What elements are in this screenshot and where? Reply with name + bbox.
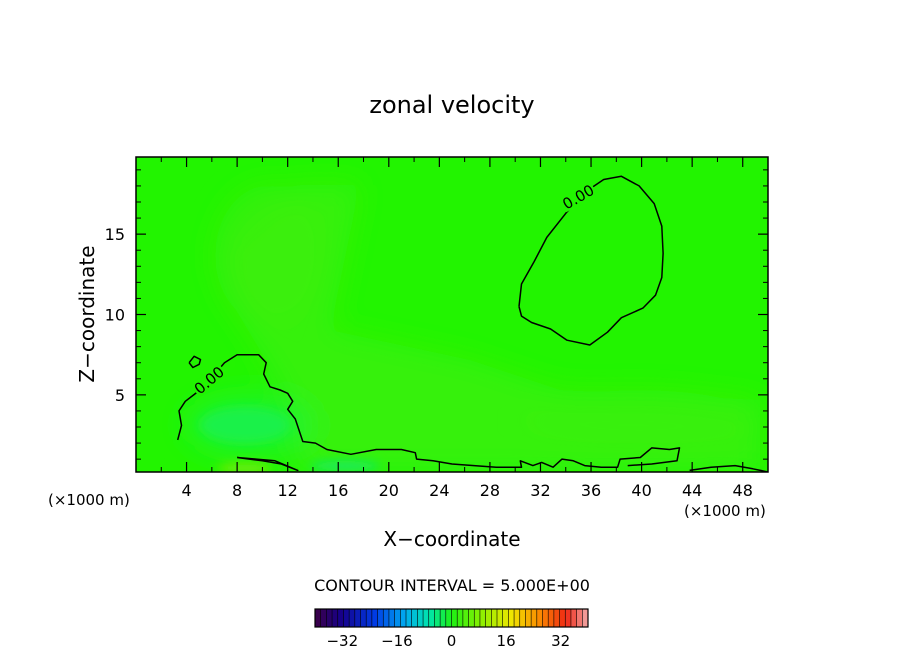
colorbar-cell [400,609,407,627]
colorbar-cell [514,609,521,627]
colorbar-cell [371,609,378,627]
y-tick-label: 5 [115,386,125,405]
contour-label-background [190,362,228,398]
x-tick-label: 4 [181,481,191,500]
x-tick-label: 36 [581,481,601,500]
colorbar-cell [388,609,395,627]
colorbar-cell [553,609,560,627]
colorbar-cell [406,609,412,627]
colorbar-cell [360,609,367,627]
x-unit-right: (×1000 m) [684,502,766,520]
x-tick-label: 48 [733,481,753,500]
colorbar-cell [536,609,543,627]
colorbar-cell [576,609,583,627]
x-tick-label: 44 [682,481,702,500]
x-tick-label: 20 [379,481,399,500]
colorbar-cell [383,609,390,627]
x-tick-label: 24 [429,481,449,500]
field-shading [185,185,760,470]
field-shading-near-ground [200,407,380,472]
colorbar-cell [428,609,435,627]
colorbar-cell [332,609,339,627]
colorbar-cell [485,609,492,627]
x-tick-label: 40 [631,481,651,500]
colorbar-cell [474,609,481,627]
colorbar-cell [525,609,532,627]
colorbar-tick-labels: −32 −16 0 16 32 [326,632,570,650]
contour-label-background [558,181,598,213]
colorbar-cell [434,609,441,627]
colorbar-cell [462,609,469,627]
x-tick-label: 16 [328,481,348,500]
colorbar-cell [315,609,321,627]
shading-surface-cold [310,461,380,471]
colorbar-cell [349,609,356,627]
chart-title: zonal velocity [369,91,534,119]
colorbar-cell [502,609,509,627]
x-tick-label: 8 [232,481,242,500]
y-axis-label: Z−coordinate [75,245,99,382]
colorbar-frame [314,608,589,628]
y-tick-label: 15 [105,225,125,244]
colorbar-cell [457,609,464,627]
contour-lines [176,175,768,472]
colorbar-cell [394,609,401,627]
colorbar-cell [440,609,447,627]
x-tick-label: 12 [278,481,298,500]
colorbar-tick-label: 16 [497,632,516,650]
colorbar-cell [451,609,458,627]
colorbar-cell [468,609,475,627]
contour-line [176,353,681,468]
colorbar-cell [565,609,572,627]
colorbar-cell [542,609,549,627]
contour-interval-label: CONTOUR INTERVAL = 5.000E+00 [314,576,590,595]
colorbar-cell [366,609,373,627]
shading-surface-warm [217,464,273,472]
colorbar-cell [354,609,361,627]
x-axis-label: X−coordinate [383,527,520,551]
shading-cold-core [200,407,290,443]
colorbar-cell [508,609,515,627]
colorbar-cell [343,609,350,627]
y-tick-label: 10 [105,306,125,325]
colorbar [314,608,589,628]
colorbar-cell [417,609,424,627]
x-axis-ticks: 4 8 12 16 20 24 28 32 36 40 44 48 [160,157,753,500]
colorbar-cell [320,609,327,627]
plot-area [136,157,768,472]
colorbar-cell [497,609,503,627]
colorbar-cell [337,609,344,627]
contour-line [689,464,768,472]
contour-line [188,355,202,369]
shading-upper-left [215,185,325,325]
colorbar-cell [570,609,577,627]
colorbar-cell [548,609,555,627]
colorbar-cell [377,609,384,627]
colorbar-cell [582,609,589,627]
colorbar-cell [445,609,452,627]
x-unit-left: (×1000 m) [48,491,130,509]
colorbar-cell [559,609,566,627]
colorbar-cell [326,609,333,627]
colorbar-cell [531,609,538,627]
colorbar-cell [423,609,430,627]
shading-lower-right [520,390,760,450]
contour-line [518,175,664,346]
colorbar-cell [411,609,418,627]
x-tick-label: 32 [530,481,550,500]
x-tick-label: 28 [480,481,500,500]
colorbar-tick-label: 0 [447,632,457,650]
colorbar-tick-label: −32 [326,632,358,650]
y-axis-ticks: 5 10 15 [105,169,768,460]
contour-line [237,456,299,472]
colorbar-tick-label: 32 [551,632,570,650]
colorbar-cell [519,609,526,627]
colorbar-cell [479,609,486,627]
colorbar-cell [491,609,498,627]
colorbar-tick-label: −16 [381,632,413,650]
